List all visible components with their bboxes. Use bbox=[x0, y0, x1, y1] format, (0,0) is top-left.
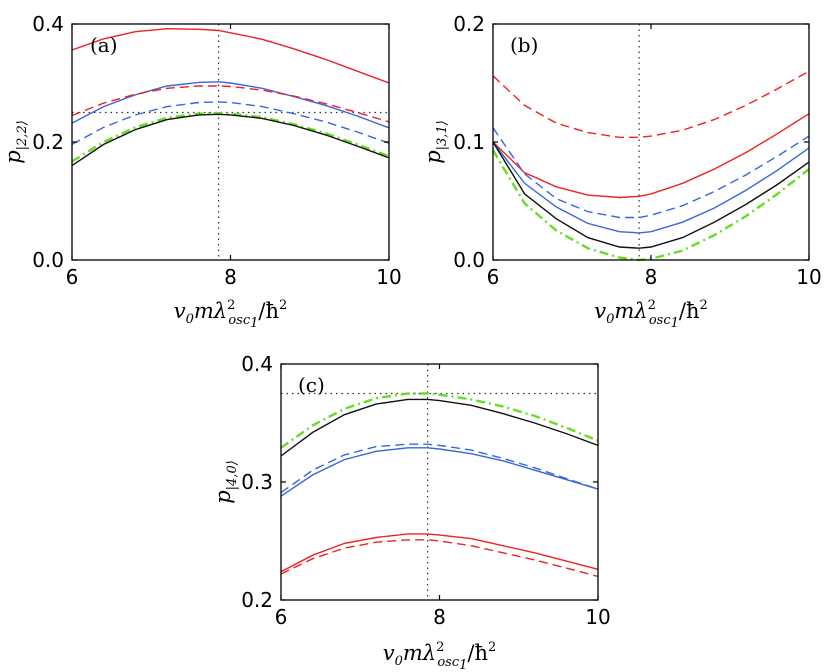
x-tick-label: 6 bbox=[66, 265, 79, 289]
series-line-blue-solid bbox=[71, 81, 390, 129]
x-tick-label: 10 bbox=[376, 265, 401, 289]
x-tick-label: 8 bbox=[224, 265, 237, 289]
plot-frame bbox=[71, 23, 390, 261]
series-line-green-dash-dot bbox=[71, 111, 390, 163]
series-line-green-dash-dot bbox=[491, 149, 810, 262]
series-line-red-dashed bbox=[71, 85, 390, 123]
panel-label: (c) bbox=[298, 373, 325, 397]
x-tick-label: 8 bbox=[645, 265, 658, 289]
x-axis-label: v0mλ2 osc1/ħ2 bbox=[594, 298, 708, 331]
series-line-blue-dashed bbox=[280, 443, 599, 494]
series-line-blue-dashed bbox=[492, 127, 810, 219]
plot-frame bbox=[492, 23, 810, 261]
x-tick-label: 10 bbox=[585, 605, 610, 629]
panel-a: 6 8 10 0.0 0.2 0.4 (a) v0mλ2 osc1/ħ2 p|2,2⟩ bbox=[1, 12, 402, 331]
y-tick-label: 0.3 bbox=[241, 470, 273, 494]
x-tick-label: 6 bbox=[487, 265, 500, 289]
panel-b: 6 8 10 0.0 0.1 0.2 (b) v0mλ2 osc1/ħ2 p|3,1⟩ bbox=[421, 12, 822, 331]
series-line-red-solid bbox=[280, 533, 599, 573]
y-tick-label: 0.4 bbox=[32, 12, 64, 36]
panel-label: (a) bbox=[90, 33, 118, 57]
series-line-black-solid bbox=[492, 141, 810, 249]
y-tick-label: 0.1 bbox=[453, 130, 485, 154]
y-tick-label: 0.0 bbox=[453, 248, 485, 272]
plot-frame bbox=[280, 363, 599, 601]
x-tick-label: 10 bbox=[796, 265, 821, 289]
y-tick-label: 0.4 bbox=[241, 352, 273, 376]
x-tick-label: 8 bbox=[433, 605, 446, 629]
panel-label: (b) bbox=[510, 33, 538, 57]
series-line-red-solid bbox=[71, 27, 390, 84]
y-tick-label: 0.2 bbox=[32, 130, 64, 154]
series-line-blue-solid bbox=[280, 447, 599, 497]
y-tick-label: 0.2 bbox=[241, 588, 273, 612]
y-axis-label: p|4,0⟩ bbox=[211, 460, 240, 504]
y-tick-label: 0.0 bbox=[32, 248, 64, 272]
x-axis-label: v0mλ2 osc1/ħ2 bbox=[383, 640, 497, 672]
series-line-blue-solid bbox=[492, 141, 810, 234]
y-tick-label: 0.2 bbox=[453, 12, 485, 36]
x-tick-label: 6 bbox=[275, 605, 288, 629]
y-axis-label: p|2,2⟩ bbox=[1, 120, 30, 164]
y-axis-label: p|3,1⟩ bbox=[421, 120, 450, 164]
series-line-green-dash-dot bbox=[280, 392, 599, 449]
series-line-black-solid bbox=[280, 398, 599, 457]
x-axis-label: v0mλ2 osc1/ħ2 bbox=[174, 298, 288, 331]
series-line-red-dashed bbox=[280, 539, 599, 578]
panel-c: 6 8 10 0.2 0.3 0.4 (c) v0mλ2 osc1/ħ2 p|4,0⟩ bbox=[211, 352, 611, 672]
series-line-red-dashed bbox=[492, 70, 810, 139]
series-line-black-solid bbox=[71, 113, 390, 167]
series-line-red-solid bbox=[492, 113, 810, 199]
series-line-blue-dashed bbox=[71, 101, 390, 146]
